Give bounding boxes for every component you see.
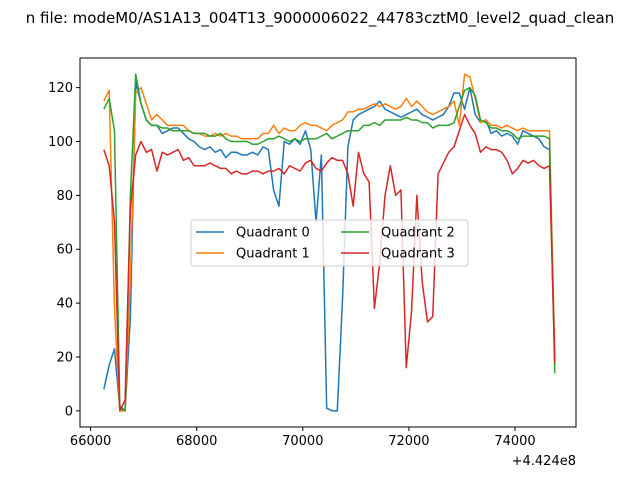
x-tick-label: 74000	[494, 434, 535, 449]
y-tick-label: 60	[56, 243, 73, 258]
x-axis: 66000 68000 70000 72000 74000	[70, 427, 536, 449]
y-tick-label: 0	[65, 404, 73, 419]
legend-label-quadrant-0: Quadrant 0	[236, 226, 310, 241]
legend-label-quadrant-3: Quadrant 3	[381, 247, 455, 262]
x-tick-label: 72000	[388, 434, 429, 449]
y-tick-label: 40	[56, 297, 73, 312]
legend: Quadrant 0 Quadrant 1 Quadrant 2 Quadrant 3	[190, 219, 469, 267]
plot-frame	[79, 57, 577, 428]
y-tick-label: 80	[56, 189, 73, 204]
series-line-quadrant-3	[103, 113, 556, 412]
y-tick-label: 120	[48, 81, 73, 96]
legend-box	[190, 219, 469, 267]
legend-label-quadrant-2: Quadrant 2	[381, 226, 455, 241]
y-tick-label: 100	[48, 135, 73, 150]
legend-label-quadrant-1: Quadrant 1	[236, 247, 310, 262]
chart-title: n file: modeM0/AS1A13_004T13_9000006022_…	[26, 9, 615, 28]
series-line-quadrant-2	[103, 73, 556, 412]
y-tick-label: 20	[56, 350, 73, 365]
plot-lines	[103, 73, 556, 412]
x-tick-label: 66000	[70, 434, 111, 449]
x-tick-label: 68000	[176, 434, 217, 449]
x-tick-label: 70000	[282, 434, 323, 449]
y-axis: 0 20 40 60 80 100 120	[48, 81, 80, 419]
x-axis-offset-label: +4.424e8	[512, 454, 576, 469]
